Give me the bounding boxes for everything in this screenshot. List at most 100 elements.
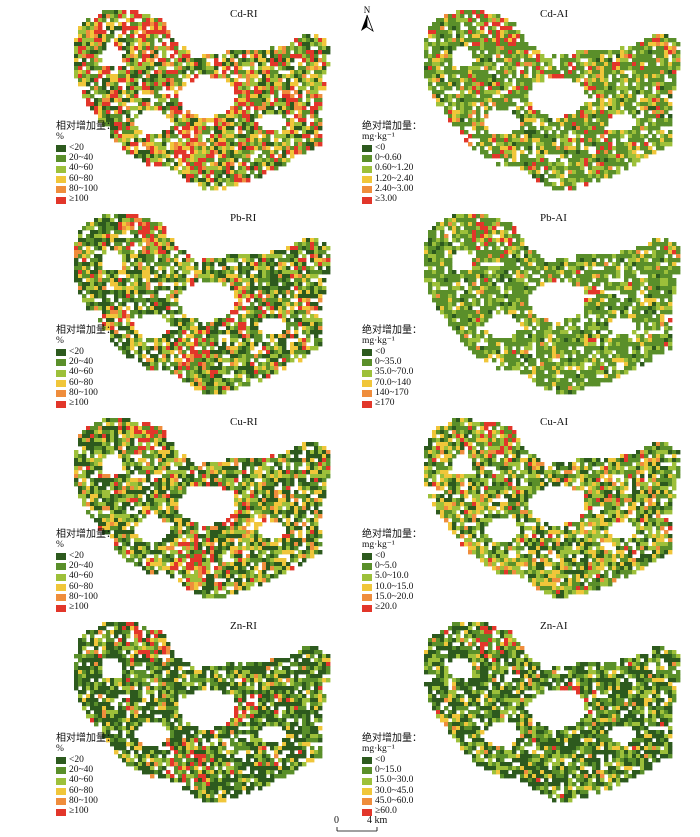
legend-item: 0~35.0: [362, 356, 422, 368]
legend: 相对增加量：% <20 20~40 40~60 60~80 80~100 ≥100: [56, 529, 116, 613]
legend-label: 0~15.0: [375, 764, 402, 775]
legend-swatch: [362, 145, 372, 153]
legend-label: 0~0.60: [375, 152, 402, 163]
legend-swatch: [362, 196, 372, 204]
legend-item: 5.0~10.0: [362, 571, 422, 582]
map-raster: [74, 214, 331, 395]
legend-swatch: [362, 186, 372, 194]
legend-item: 20~40: [56, 561, 116, 572]
legend-label: 60~80: [69, 581, 94, 592]
legend-item: 35.0~70.0: [362, 367, 422, 378]
legend-swatch: [362, 604, 372, 612]
legend-label: 20~40: [69, 356, 94, 367]
legend-item: ≥170: [362, 398, 422, 409]
panel-title: Cu-RI: [230, 416, 258, 428]
legend-swatch: [362, 380, 372, 387]
map-panel-pb-ri: Pb-RI 相对增加量：% <20 20~40 40~60 60~80 80~100 ≥100: [0, 204, 350, 408]
legend-swatch: [56, 584, 66, 591]
map-panel-cu-ai: Cu-AI 绝对增加量： mg·kg⁻¹ <0 0~5.0 5.0~10.0 10.0~15…: [350, 408, 700, 612]
legend-title: 绝对增加量：: [362, 121, 422, 132]
legend-label: 5.0~10.0: [375, 571, 409, 582]
legend-item: 15.0~20.0: [362, 592, 422, 603]
legend-item: <0: [362, 755, 422, 765]
legend-item: <20: [56, 755, 116, 765]
legend-item: 70.0~140: [362, 378, 422, 388]
legend-label: 10.0~15.0: [375, 581, 414, 592]
legend-label: 60~80: [69, 377, 94, 388]
legend-swatch: [56, 186, 66, 194]
legend-swatch: [362, 777, 372, 785]
legend-item: 80~100: [56, 592, 116, 603]
legend-swatch: [56, 349, 66, 357]
legend-swatch: [56, 777, 66, 785]
map-raster: [74, 622, 331, 803]
legend-swatch: [56, 390, 66, 398]
legend-item: 15.0~30.0: [362, 775, 422, 786]
legend-label: ≥100: [69, 398, 89, 409]
legend-item: 60~80: [56, 174, 116, 184]
legend-item: 80~100: [56, 183, 116, 195]
legend-label: 0~35.0: [375, 356, 402, 367]
legend: 相对增加量：% <20 20~40 40~60 60~80 80~100 ≥100: [56, 121, 116, 205]
legend-label: 80~100: [69, 183, 98, 194]
panel-title: Zn-RI: [230, 620, 257, 632]
legend-item: ≥100: [56, 194, 116, 205]
map-raster: [74, 418, 331, 599]
legend: 绝对增加量： mg·kg⁻¹ <0 0~35.0 35.0~70.0 70.0~140 14…: [362, 325, 422, 409]
legend-title: 相对增加量：: [56, 121, 116, 132]
legend-swatch: [362, 553, 372, 561]
scale-label: 4 km: [367, 815, 388, 826]
legend-title: 绝对增加量：: [362, 325, 422, 336]
map-panel-cd-ri: Cd-RI 相对增加量：% <20 20~40 40~60 60~80 80~100 ≥100: [0, 0, 350, 204]
scale-bar-graphic: [336, 827, 378, 832]
legend-title: 绝对增加量：: [362, 733, 422, 744]
legend-swatch: [362, 369, 372, 377]
panel-title: Zn-AI: [540, 620, 568, 632]
legend-swatch: [362, 359, 372, 367]
legend-item: 80~100: [56, 388, 116, 399]
legend-label: 0.60~1.20: [375, 163, 414, 174]
legend-label: ≥60.0: [375, 806, 397, 817]
legend-unit: mg·kg⁻¹: [362, 743, 395, 754]
legend-label: 15.0~30.0: [375, 775, 414, 786]
legend-title: 相对增加量：: [56, 733, 116, 744]
legend-label: ≥170: [375, 398, 395, 409]
legend-title: 相对增加量：: [56, 325, 116, 336]
legend-label: 30.0~45.0: [375, 785, 414, 796]
legend-title: 绝对增加量：: [362, 529, 422, 540]
legend-swatch: [362, 767, 372, 775]
legend-label: <20: [69, 346, 84, 357]
legend-item: 45.0~60.0: [362, 796, 422, 807]
legend: 绝对增加量： mg·kg⁻¹ <0 0~5.0 5.0~10.0 10.0~15.0 15.…: [362, 529, 422, 613]
legend-label: 35.0~70.0: [375, 367, 414, 378]
legend-label: ≥20.0: [375, 602, 397, 613]
legend-item: ≥20.0: [362, 602, 422, 613]
legend: 绝对增加量： mg·kg⁻¹ <0 0~15.0 15.0~30.0 30.0~45.0 4…: [362, 733, 422, 817]
legend-unit: %: [56, 743, 64, 754]
legend-swatch: [56, 798, 66, 806]
legend-swatch: [56, 165, 66, 173]
legend-label: 40~60: [69, 163, 94, 174]
legend-item: <0: [362, 143, 422, 153]
legend-item: <20: [56, 347, 116, 357]
legend-swatch: [56, 196, 66, 204]
legend-item: 40~60: [56, 775, 116, 786]
legend-label: <0: [375, 142, 386, 153]
legend-label: 60~80: [69, 785, 94, 796]
legend-label: <20: [69, 142, 84, 153]
legend-item: <20: [56, 143, 116, 153]
legend-item: 20~40: [56, 765, 116, 776]
legend-unit: %: [56, 335, 64, 346]
legend-swatch: [362, 563, 372, 571]
legend-unit: %: [56, 539, 64, 550]
legend-item: 0~15.0: [362, 764, 422, 776]
legend-label: 70.0~140: [375, 377, 412, 388]
map-panel-cu-ri: Cu-RI 相对增加量：% <20 20~40 40~60 60~80 80~100 ≥100: [0, 408, 350, 612]
legend: 相对增加量：% <20 20~40 40~60 60~80 80~100 ≥100: [56, 733, 116, 817]
legend-title: 相对增加量：: [56, 529, 116, 540]
legend-label: ≥100: [69, 194, 89, 205]
north-arrow-icon: N: [361, 5, 374, 33]
legend-item: 20~40: [56, 356, 116, 368]
legend-item: 1.20~2.40: [362, 174, 422, 184]
legend-swatch: [56, 563, 66, 571]
